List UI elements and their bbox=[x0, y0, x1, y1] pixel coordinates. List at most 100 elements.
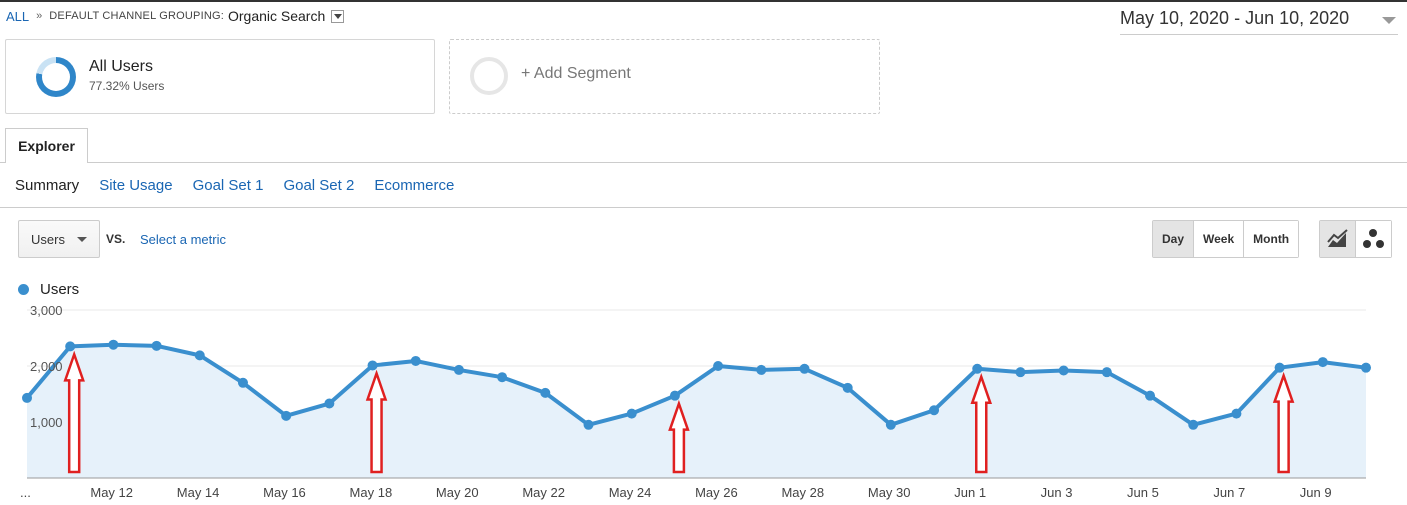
subtab-bar: Summary Site Usage Goal Set 1 Goal Set 2… bbox=[15, 177, 474, 194]
y-tick-label: 1,000 bbox=[30, 415, 63, 430]
section-divider bbox=[0, 207, 1407, 208]
vs-label: VS. bbox=[106, 232, 126, 246]
chevron-down-icon bbox=[77, 237, 87, 242]
data-point bbox=[1274, 362, 1285, 373]
date-range-text: May 10, 2020 - Jun 10, 2020 bbox=[1120, 8, 1350, 28]
select-metric-link[interactable]: Select a metric bbox=[140, 232, 226, 247]
data-point bbox=[799, 363, 810, 374]
segment-name: All Users bbox=[89, 58, 154, 75]
x-tick-label: May 22 bbox=[522, 485, 565, 500]
annotation-arrow bbox=[365, 369, 388, 474]
add-segment-button[interactable]: + Add Segment bbox=[449, 39, 880, 114]
x-tick-label: ... bbox=[20, 485, 31, 500]
data-point bbox=[885, 419, 896, 430]
x-tick-label: Jun 1 bbox=[954, 485, 986, 500]
x-tick-label: Jun 7 bbox=[1213, 485, 1245, 500]
x-tick-label: May 20 bbox=[436, 485, 479, 500]
data-point bbox=[151, 340, 162, 351]
legend-label: Users bbox=[40, 281, 80, 298]
annotation-arrow bbox=[1272, 371, 1295, 474]
data-point bbox=[453, 364, 464, 375]
breadcrumb-grouping-label: DEFAULT CHANNEL GROUPING: bbox=[49, 10, 224, 22]
x-tick-label: May 26 bbox=[695, 485, 738, 500]
data-point bbox=[583, 419, 594, 430]
annotation-arrow bbox=[668, 399, 690, 474]
data-point bbox=[22, 392, 32, 403]
date-range-picker[interactable]: May 10, 2020 - Jun 10, 2020 bbox=[1120, 8, 1398, 35]
annotation-arrow bbox=[970, 372, 993, 474]
week-button[interactable]: Week bbox=[1193, 221, 1244, 257]
day-button[interactable]: Day bbox=[1153, 221, 1194, 257]
breadcrumb-separator: » bbox=[36, 10, 43, 22]
data-point bbox=[1361, 362, 1371, 373]
data-point bbox=[65, 341, 76, 352]
top-border bbox=[0, 0, 1407, 2]
subtab-goal-set-1[interactable]: Goal Set 1 bbox=[192, 177, 264, 194]
data-point bbox=[324, 398, 335, 409]
subtab-goal-set-2[interactable]: Goal Set 2 bbox=[283, 177, 355, 194]
data-point bbox=[842, 382, 853, 393]
data-point bbox=[540, 387, 551, 398]
x-tick-label: May 14 bbox=[177, 485, 220, 500]
x-tick-label: Jun 9 bbox=[1300, 485, 1332, 500]
data-point bbox=[1317, 357, 1328, 368]
breadcrumb-all-link[interactable]: ALL bbox=[6, 8, 30, 24]
data-point bbox=[972, 363, 983, 374]
line-chart-button[interactable] bbox=[1320, 221, 1355, 257]
line-chart-icon bbox=[1327, 229, 1348, 247]
series-area bbox=[27, 344, 1366, 478]
segment-donut-icon bbox=[36, 57, 76, 97]
data-point bbox=[497, 372, 508, 383]
x-tick-label: May 28 bbox=[781, 485, 824, 500]
chevron-down-icon bbox=[1382, 17, 1396, 24]
y-tick-label: 3,000 bbox=[30, 303, 63, 318]
motion-chart-icon bbox=[1363, 229, 1384, 248]
x-tick-label: May 16 bbox=[263, 485, 306, 500]
data-point bbox=[1058, 365, 1069, 376]
add-segment-label: + Add Segment bbox=[521, 65, 631, 82]
data-point bbox=[410, 355, 421, 366]
chart-type-toggle bbox=[1319, 220, 1392, 258]
segment-card-all-users[interactable]: All Users 77.32% Users bbox=[5, 39, 435, 114]
data-point bbox=[756, 364, 767, 375]
x-tick-label: May 30 bbox=[868, 485, 911, 500]
series-line bbox=[25, 342, 1367, 427]
data-point bbox=[1015, 367, 1026, 378]
data-point bbox=[1145, 390, 1156, 401]
data-point bbox=[713, 361, 724, 371]
segment-share: 77.32% Users bbox=[89, 79, 165, 93]
data-point bbox=[1231, 408, 1242, 419]
empty-segment-ring-icon bbox=[470, 57, 508, 95]
data-point bbox=[237, 377, 248, 388]
legend-dot bbox=[18, 284, 29, 295]
x-tick-label: May 24 bbox=[609, 485, 652, 500]
x-tick-label: May 18 bbox=[350, 485, 393, 500]
users-line-chart: 1,000 2,000 3,000... May 12 May 14 May 16 May … bbox=[20, 303, 1371, 500]
breadcrumb-grouping-value: Organic Search bbox=[227, 8, 326, 24]
grouping-dropdown-icon[interactable] bbox=[331, 9, 345, 23]
month-button[interactable]: Month bbox=[1243, 221, 1299, 257]
data-point bbox=[281, 410, 292, 421]
data-point bbox=[929, 405, 940, 416]
x-tick-label: Jun 3 bbox=[1041, 485, 1073, 500]
metric-select-value: Users bbox=[31, 232, 65, 247]
data-point bbox=[1101, 367, 1112, 378]
subtab-summary[interactable]: Summary bbox=[15, 177, 80, 194]
chart-legend: Users bbox=[18, 281, 79, 298]
data-point bbox=[669, 390, 680, 401]
motion-chart-button[interactable] bbox=[1355, 221, 1391, 257]
data-point bbox=[194, 350, 205, 361]
granularity-toggle: Day Week Month bbox=[1152, 220, 1300, 258]
y-tick-label: 2,000 bbox=[30, 359, 63, 374]
x-tick-label: Jun 5 bbox=[1127, 485, 1159, 500]
data-point bbox=[367, 360, 378, 371]
breadcrumb: ALL » DEFAULT CHANNEL GROUPING: Organic … bbox=[6, 8, 345, 24]
tab-explorer[interactable]: Explorer bbox=[5, 128, 88, 163]
annotation-arrow bbox=[63, 350, 85, 474]
data-point bbox=[626, 408, 637, 419]
tab-bar-line bbox=[0, 162, 1407, 163]
x-tick-label: May 12 bbox=[90, 485, 133, 500]
subtab-site-usage[interactable]: Site Usage bbox=[99, 177, 173, 194]
subtab-ecommerce[interactable]: Ecommerce bbox=[374, 177, 455, 194]
metric-select[interactable]: Users bbox=[18, 220, 100, 258]
